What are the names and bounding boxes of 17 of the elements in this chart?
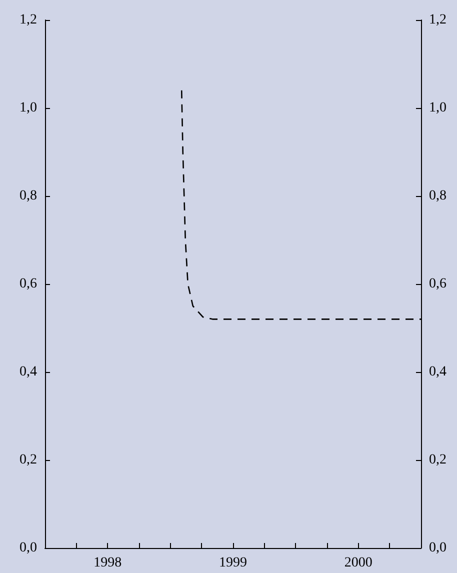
- y-tick-label: 0,2: [20, 452, 37, 468]
- y2-tick-label: 0,6: [429, 276, 446, 292]
- x-tick-label: 1999: [219, 556, 247, 570]
- y2-tick-label: 0,2: [429, 452, 446, 468]
- y-tick-label: 1,0: [20, 100, 37, 116]
- x-tick-label: 2000: [344, 556, 372, 570]
- y-tick-label: 0,8: [20, 188, 37, 204]
- y2-tick-label: 1,2: [429, 12, 446, 28]
- y2-tick-label: 0,8: [429, 188, 446, 204]
- y2-tick-label: 0,4: [429, 364, 446, 380]
- y2-tick-label: 0,0: [429, 540, 446, 556]
- y-tick-label: 0,4: [20, 364, 37, 380]
- x-tick-label: 1998: [94, 556, 122, 570]
- y-tick-label: 1,2: [20, 12, 37, 28]
- y-tick-label: 0,6: [20, 276, 37, 292]
- y-tick-label: 0,0: [20, 540, 37, 556]
- y2-tick-label: 1,0: [429, 100, 446, 116]
